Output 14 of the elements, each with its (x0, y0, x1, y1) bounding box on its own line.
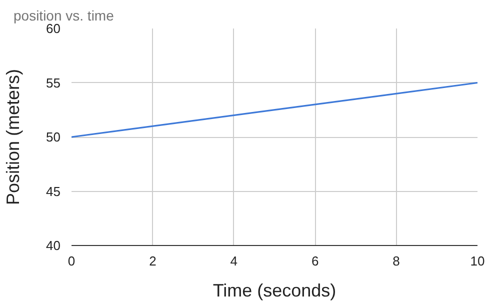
y-tick-label: 55 (46, 75, 61, 90)
x-tick-label: 0 (68, 254, 76, 268)
x-tick-label: 4 (230, 254, 238, 268)
x-tick-label: 6 (311, 254, 319, 268)
x-tick-label: 8 (392, 254, 400, 268)
y-axis-title: Position (meters) (3, 68, 24, 206)
x-tick-label: 10 (470, 254, 485, 268)
y-tick-label: 45 (46, 184, 61, 199)
y-tick-label: 60 (46, 21, 61, 36)
y-tick-label: 40 (46, 238, 61, 253)
chart-title: position vs. time (14, 8, 114, 24)
x-tick-label: 2 (149, 254, 156, 268)
y-tick-label: 50 (46, 130, 61, 144)
x-axis-title: Time (seconds) (212, 280, 336, 300)
